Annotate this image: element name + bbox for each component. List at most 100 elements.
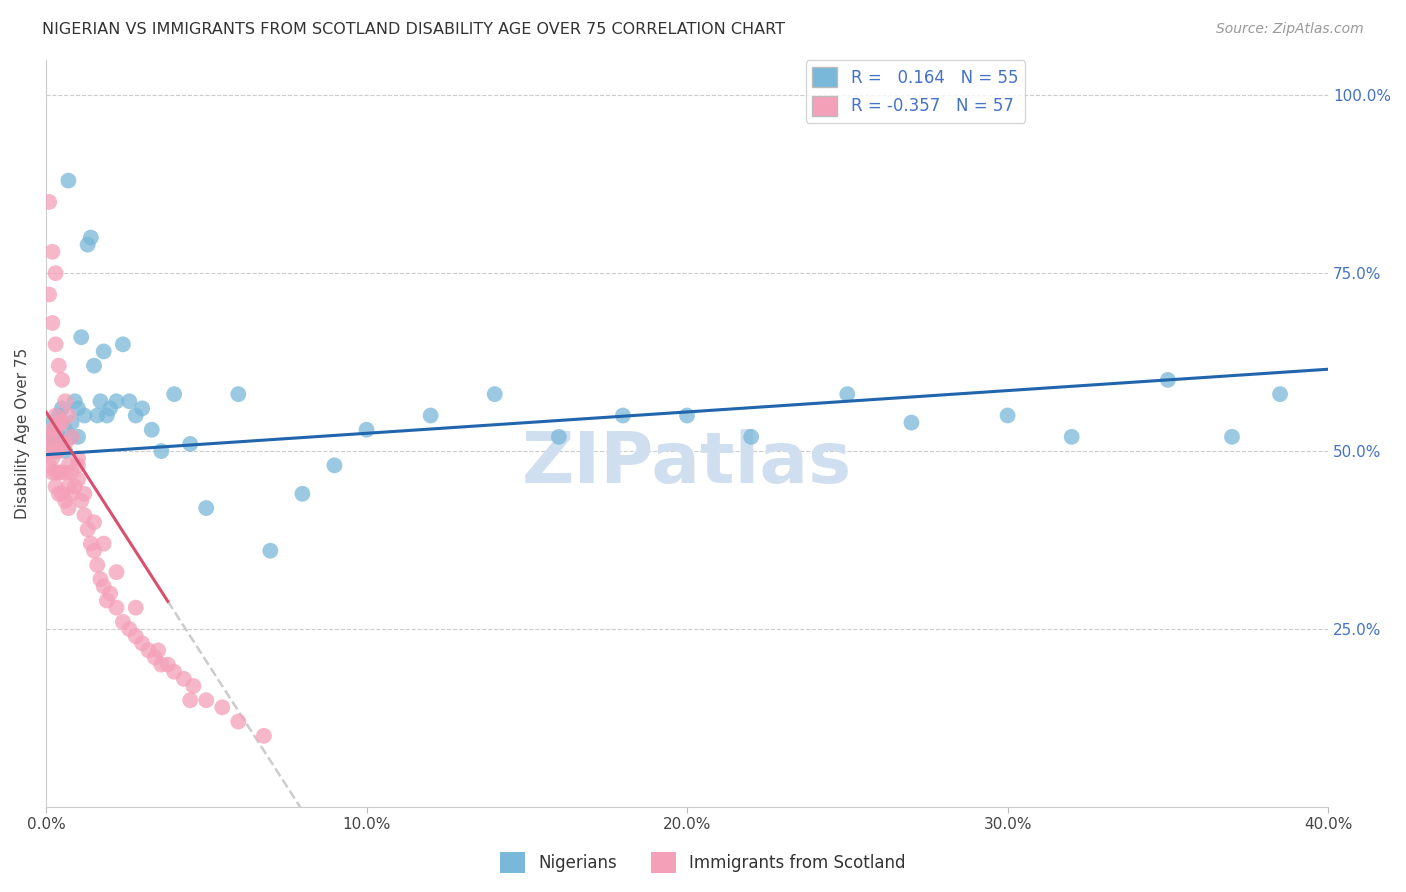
Point xyxy=(76,237,98,252)
Point xyxy=(291,487,314,501)
Point xyxy=(48,466,70,480)
Point xyxy=(253,729,276,743)
Point xyxy=(96,593,118,607)
Point xyxy=(997,409,1019,423)
Point xyxy=(60,487,83,501)
Point xyxy=(53,494,76,508)
Point xyxy=(48,430,70,444)
Point xyxy=(45,423,67,437)
Text: Source: ZipAtlas.com: Source: ZipAtlas.com xyxy=(1216,22,1364,37)
Point xyxy=(66,430,89,444)
Point xyxy=(58,458,80,473)
Point xyxy=(38,444,60,458)
Point xyxy=(58,173,80,187)
Point xyxy=(83,515,105,529)
Point xyxy=(86,558,108,572)
Point xyxy=(38,194,60,209)
Point xyxy=(48,444,70,458)
Point xyxy=(141,423,163,437)
Legend: Nigerians, Immigrants from Scotland: Nigerians, Immigrants from Scotland xyxy=(494,846,912,880)
Point xyxy=(45,266,67,280)
Point xyxy=(51,487,73,501)
Point xyxy=(60,430,83,444)
Point xyxy=(226,714,249,729)
Point xyxy=(105,394,128,409)
Point xyxy=(41,466,63,480)
Point xyxy=(612,409,634,423)
Point xyxy=(41,416,63,430)
Point xyxy=(60,466,83,480)
Point xyxy=(66,451,89,466)
Point xyxy=(163,387,186,401)
Point xyxy=(83,543,105,558)
Point xyxy=(89,572,111,586)
Point xyxy=(48,409,70,423)
Point xyxy=(80,230,103,244)
Point xyxy=(105,565,128,579)
Point xyxy=(48,487,70,501)
Point xyxy=(173,672,195,686)
Point xyxy=(66,458,89,473)
Text: ZIPatlas: ZIPatlas xyxy=(522,429,852,498)
Point xyxy=(38,287,60,301)
Point xyxy=(179,693,201,707)
Point xyxy=(51,466,73,480)
Point xyxy=(1060,430,1083,444)
Point xyxy=(131,401,153,416)
Point xyxy=(131,636,153,650)
Point xyxy=(125,409,148,423)
Point xyxy=(73,508,96,523)
Point xyxy=(179,437,201,451)
Point xyxy=(51,437,73,451)
Point xyxy=(900,416,922,430)
Point xyxy=(53,423,76,437)
Point xyxy=(70,494,93,508)
Point xyxy=(163,665,186,679)
Text: NIGERIAN VS IMMIGRANTS FROM SCOTLAND DISABILITY AGE OVER 75 CORRELATION CHART: NIGERIAN VS IMMIGRANTS FROM SCOTLAND DIS… xyxy=(42,22,785,37)
Point xyxy=(48,416,70,430)
Point xyxy=(38,430,60,444)
Point xyxy=(53,444,76,458)
Point xyxy=(83,359,105,373)
Point xyxy=(63,480,86,494)
Point xyxy=(76,522,98,536)
Point xyxy=(98,586,121,600)
Point xyxy=(53,466,76,480)
Point xyxy=(51,416,73,430)
Point xyxy=(125,600,148,615)
Point xyxy=(323,458,346,473)
Point xyxy=(740,430,762,444)
Point xyxy=(45,337,67,351)
Point xyxy=(80,536,103,550)
Point xyxy=(1157,373,1180,387)
Point xyxy=(105,600,128,615)
Point xyxy=(96,409,118,423)
Point xyxy=(1220,430,1243,444)
Point xyxy=(70,330,93,344)
Y-axis label: Disability Age Over 75: Disability Age Over 75 xyxy=(15,348,30,519)
Point xyxy=(1268,387,1291,401)
Point xyxy=(38,430,60,444)
Point xyxy=(41,437,63,451)
Point xyxy=(484,387,506,401)
Point xyxy=(41,451,63,466)
Point xyxy=(146,643,169,657)
Point xyxy=(93,344,115,359)
Point xyxy=(547,430,569,444)
Point xyxy=(118,394,141,409)
Point xyxy=(41,423,63,437)
Point xyxy=(41,316,63,330)
Point xyxy=(118,622,141,636)
Point xyxy=(419,409,441,423)
Point xyxy=(111,615,134,629)
Point xyxy=(45,444,67,458)
Point xyxy=(48,359,70,373)
Point xyxy=(837,387,859,401)
Point xyxy=(150,444,173,458)
Point xyxy=(66,401,89,416)
Point xyxy=(676,409,699,423)
Point xyxy=(51,437,73,451)
Point xyxy=(111,337,134,351)
Point xyxy=(150,657,173,672)
Point xyxy=(73,409,96,423)
